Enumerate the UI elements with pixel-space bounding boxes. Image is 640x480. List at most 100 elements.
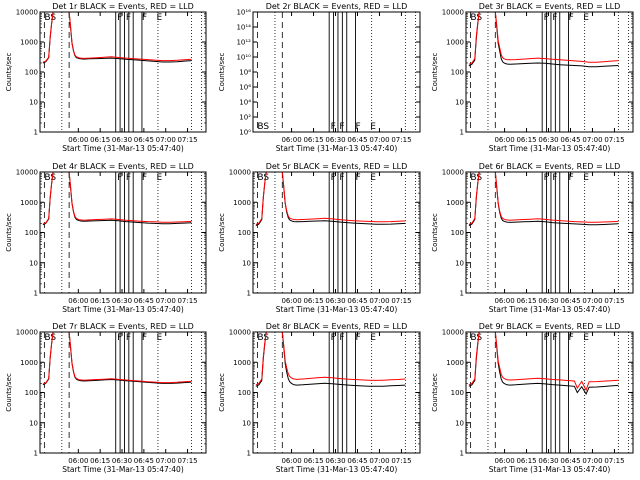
x-tick-label: 07:15 xyxy=(391,297,411,305)
x-tick-label: 06:15 xyxy=(90,136,110,144)
y-tick-label: 10⁰ xyxy=(239,129,251,137)
flag-label: F xyxy=(356,173,361,183)
x-tick-label: 06:30 xyxy=(538,457,558,465)
x-tick-label: 06:15 xyxy=(303,136,323,144)
y-tick-label: 1 xyxy=(247,290,251,298)
flag-label: BS xyxy=(257,333,269,343)
x-tick-label: 06:30 xyxy=(325,457,345,465)
flag-label: F xyxy=(331,333,336,343)
y-axis-label: Counts/sec xyxy=(431,213,439,252)
y-tick-label: 1 xyxy=(34,290,38,298)
x-tick-label: 07:15 xyxy=(177,297,197,305)
flag-label: F xyxy=(552,13,557,23)
flag-label: F xyxy=(544,173,549,183)
x-tick-label: 06:15 xyxy=(90,457,110,465)
x-tick-label: 07:15 xyxy=(177,136,197,144)
x-tick-label: 06:30 xyxy=(538,297,558,305)
plot-frame xyxy=(252,171,421,294)
flag-label: BS xyxy=(470,13,482,23)
flag-label: F xyxy=(569,173,574,183)
y-tick-label: 100 xyxy=(238,389,251,397)
plot-frame xyxy=(39,11,207,133)
y-tick-label: 10 xyxy=(29,99,38,107)
panel-title: Det 2r BLACK = Events, RED = LLD xyxy=(266,2,408,11)
y-tick-label: 1000 xyxy=(446,199,464,207)
x-tick-label: 06:00 xyxy=(68,457,88,465)
x-tick-label: 07:00 xyxy=(582,457,602,465)
y-tick-label: 100 xyxy=(25,229,38,237)
x-tick-label: 06:15 xyxy=(516,457,536,465)
y-axis-label: Counts/sec xyxy=(218,373,226,412)
y-tick-label: 1 xyxy=(247,450,251,458)
y-tick-label: 10000 xyxy=(229,329,251,337)
y-tick-label: 10000 xyxy=(229,169,251,177)
y-tick-label: 10 xyxy=(242,419,251,427)
x-tick-label: 06:15 xyxy=(516,297,536,305)
x-axis-label: Start Time (31-Mar-13 05:47:40) xyxy=(489,305,611,314)
x-tick-label: 06:15 xyxy=(516,136,536,144)
y-tick-label: 10000 xyxy=(442,9,464,17)
x-tick-label: 06:15 xyxy=(90,297,110,305)
x-tick-label: 06:30 xyxy=(112,297,132,305)
flag-label: F xyxy=(569,13,574,23)
plot-frame xyxy=(465,171,634,294)
x-tick-label: 06:00 xyxy=(494,457,514,465)
x-tick-label: 06:15 xyxy=(303,457,323,465)
y-tick-label: 1 xyxy=(460,129,464,137)
panel-title: Det 7r BLACK = Events, RED = LLD xyxy=(52,322,194,331)
x-tick-label: 06:45 xyxy=(347,297,367,305)
y-tick-label: 10² xyxy=(239,114,251,122)
y-tick-label: 10000 xyxy=(442,169,464,177)
flag-label: F xyxy=(331,122,336,132)
x-tick-label: 06:45 xyxy=(560,457,580,465)
detector-panel-3: Det 3r BLACK = Events, RED = LLD Counts/s… xyxy=(431,2,634,153)
flag-label: BS xyxy=(257,173,269,183)
y-tick-label: 1000 xyxy=(233,199,251,207)
flag-label: E xyxy=(583,333,589,343)
flag-label: E xyxy=(583,13,589,23)
flag-label: F xyxy=(117,13,122,23)
x-tick-label: 06:45 xyxy=(134,136,154,144)
x-axis-label: Start Time (31-Mar-13 05:47:40) xyxy=(62,465,184,474)
detector-panel-8: Det 8r BLACK = Events, RED = LLD Counts/s… xyxy=(218,322,421,474)
x-axis-label: Start Time (31-Mar-13 05:47:40) xyxy=(489,465,611,474)
flag-label: BS xyxy=(44,333,56,343)
y-tick-label: 10000 xyxy=(16,9,38,17)
y-tick-label: 10⁴ xyxy=(239,99,251,107)
flag-label: F xyxy=(339,173,344,183)
flag-label: BS xyxy=(44,13,56,23)
x-tick-label: 06:30 xyxy=(538,136,558,144)
x-tick-label: 06:00 xyxy=(494,136,514,144)
x-axis-label: Start Time (31-Mar-13 05:47:40) xyxy=(62,305,184,314)
x-tick-label: 07:00 xyxy=(582,136,602,144)
panel-title: Det 3r BLACK = Events, RED = LLD xyxy=(479,2,621,11)
y-tick-label: 10¹⁶ xyxy=(236,9,251,17)
x-tick-label: 06:00 xyxy=(281,297,301,305)
y-tick-label: 100 xyxy=(25,69,38,77)
flag-label: BS xyxy=(44,173,56,183)
y-tick-label: 100 xyxy=(451,69,464,77)
x-tick-label: 07:15 xyxy=(391,136,411,144)
y-tick-label: 10 xyxy=(242,259,251,267)
x-tick-label: 07:15 xyxy=(177,457,197,465)
flag-label: E xyxy=(370,122,376,132)
x-tick-label: 06:00 xyxy=(494,297,514,305)
y-tick-label: 1 xyxy=(460,290,464,298)
x-tick-label: 06:45 xyxy=(560,136,580,144)
x-tick-label: 07:00 xyxy=(582,297,602,305)
flag-label: BS xyxy=(257,122,269,132)
y-axis-label: Counts/sec xyxy=(218,53,226,92)
y-tick-label: 10¹⁴ xyxy=(236,24,251,32)
plot-frame xyxy=(39,171,207,294)
flag-label: E xyxy=(156,333,162,343)
x-axis-label: Start Time (31-Mar-13 05:47:40) xyxy=(276,465,398,474)
x-tick-label: 06:00 xyxy=(68,297,88,305)
flag-label: F xyxy=(142,333,147,343)
y-tick-label: 10000 xyxy=(442,329,464,337)
x-tick-label: 07:00 xyxy=(156,297,176,305)
y-tick-label: 10⁸ xyxy=(239,69,251,77)
flag-label: F xyxy=(569,333,574,343)
x-tick-label: 07:15 xyxy=(391,457,411,465)
x-tick-label: 07:00 xyxy=(369,457,389,465)
